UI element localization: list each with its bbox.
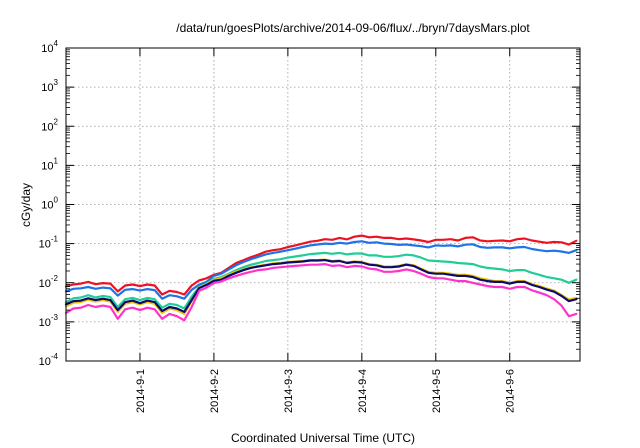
series-lines bbox=[64, 234, 578, 322]
series-line bbox=[64, 234, 578, 296]
y-tick-label: 101 bbox=[41, 156, 58, 172]
y-tick-label: 10-1 bbox=[39, 235, 59, 251]
x-tick-labels: 2014-9-1 2014-9-2 2014-9-3 2014-9-4 2014-9-5… bbox=[135, 369, 517, 413]
x-tick-label: 2014-9-6 bbox=[505, 369, 517, 413]
x-tick-label: 2014-9-5 bbox=[431, 369, 443, 413]
grid-lines bbox=[66, 48, 580, 361]
x-tick-label: 2014-9-1 bbox=[135, 369, 147, 413]
series-line bbox=[64, 251, 578, 310]
y-tick-label: 102 bbox=[41, 117, 58, 133]
x-tick-label: 2014-9-3 bbox=[283, 369, 295, 413]
x-axis-title: Coordinated Universal Time (UTC) bbox=[231, 431, 415, 445]
y-tick-labels: 10-4 10-3 10-2 10-1 100 101 102 103 104 bbox=[39, 39, 59, 368]
series-line bbox=[64, 263, 578, 322]
y-tick-label: 103 bbox=[41, 78, 58, 94]
y-axis-title: cGy/day bbox=[19, 183, 33, 227]
y-tick-label: 10-2 bbox=[39, 274, 59, 290]
chart-title: /data/run/goesPlots/archive/2014-09-06/f… bbox=[176, 21, 530, 35]
x-tick-label: 2014-9-2 bbox=[209, 369, 221, 413]
y-tick-label: 100 bbox=[41, 196, 58, 212]
y-tick-label: 10-3 bbox=[39, 313, 59, 329]
series-line bbox=[64, 259, 578, 313]
axis-ticks bbox=[66, 47, 580, 362]
series-line bbox=[64, 240, 578, 300]
y-tick-label: 10-4 bbox=[39, 352, 59, 368]
x-tick-label: 2014-9-4 bbox=[357, 369, 369, 413]
y-tick-label: 104 bbox=[41, 39, 58, 55]
